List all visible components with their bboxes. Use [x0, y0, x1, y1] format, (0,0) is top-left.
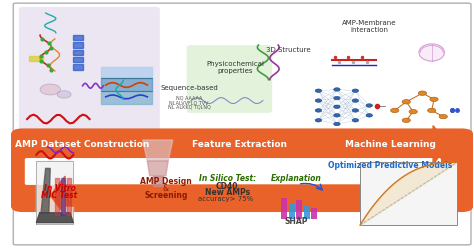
Circle shape — [334, 114, 340, 117]
Polygon shape — [36, 213, 73, 223]
Circle shape — [402, 118, 410, 123]
Polygon shape — [61, 178, 65, 215]
Bar — [304, 205, 310, 219]
Polygon shape — [73, 35, 82, 40]
Circle shape — [428, 108, 436, 113]
Polygon shape — [40, 168, 50, 213]
Circle shape — [315, 99, 322, 102]
Text: New AMPs: New AMPs — [205, 188, 250, 197]
Text: accuracy> 75%: accuracy> 75% — [198, 196, 253, 202]
Text: In Silico Test:: In Silico Test: — [199, 174, 256, 183]
Text: AMP-Membrane
interaction: AMP-Membrane interaction — [342, 20, 397, 33]
Text: NLALVVFLQ TVV: NLALVVFLQ TVV — [169, 100, 209, 105]
Circle shape — [366, 104, 373, 107]
FancyBboxPatch shape — [13, 3, 471, 245]
Text: Physicochemical
properties: Physicochemical properties — [206, 61, 264, 74]
Circle shape — [315, 89, 322, 93]
Polygon shape — [73, 50, 82, 55]
Text: &: & — [163, 184, 169, 193]
Text: Feature Extraction: Feature Extraction — [192, 140, 287, 150]
Text: NL ALKKQ TQLNQ: NL ALKKQ TQLNQ — [167, 104, 210, 109]
Polygon shape — [73, 42, 82, 48]
Bar — [311, 208, 317, 219]
Circle shape — [352, 99, 359, 102]
Circle shape — [418, 91, 427, 95]
Circle shape — [315, 119, 322, 122]
Polygon shape — [73, 57, 82, 62]
Bar — [360, 162, 457, 225]
Text: Sequence-based: Sequence-based — [160, 85, 218, 91]
Text: AMP Dataset Construction: AMP Dataset Construction — [16, 140, 150, 150]
Bar — [296, 200, 302, 219]
Circle shape — [352, 109, 359, 112]
FancyBboxPatch shape — [19, 7, 160, 136]
Polygon shape — [36, 161, 73, 224]
Text: Explanation: Explanation — [271, 174, 322, 183]
FancyArrow shape — [50, 176, 459, 215]
Text: CD40: CD40 — [216, 182, 238, 191]
Bar — [289, 203, 295, 219]
Polygon shape — [143, 140, 173, 161]
Polygon shape — [101, 91, 152, 104]
Polygon shape — [153, 176, 163, 186]
Circle shape — [439, 114, 447, 119]
Polygon shape — [67, 178, 71, 215]
Circle shape — [57, 91, 71, 98]
Polygon shape — [101, 67, 152, 78]
Circle shape — [352, 119, 359, 122]
Circle shape — [409, 109, 418, 114]
Circle shape — [366, 114, 373, 117]
Circle shape — [40, 84, 60, 95]
Text: In Vitro: In Vitro — [44, 184, 75, 193]
Text: Optimized Predictive Models: Optimized Predictive Models — [328, 161, 452, 170]
Circle shape — [430, 97, 438, 102]
Circle shape — [334, 88, 340, 91]
Polygon shape — [55, 178, 59, 215]
Bar — [282, 198, 287, 219]
Ellipse shape — [419, 44, 445, 61]
Text: AMP Design: AMP Design — [140, 178, 191, 186]
Polygon shape — [73, 64, 82, 70]
Circle shape — [352, 89, 359, 93]
Text: Machine Learning: Machine Learning — [345, 140, 436, 150]
FancyBboxPatch shape — [187, 45, 272, 113]
Text: MIC Test: MIC Test — [41, 191, 78, 200]
Circle shape — [334, 105, 340, 108]
Circle shape — [391, 108, 399, 113]
Circle shape — [315, 109, 322, 112]
Text: SHAP: SHAP — [285, 217, 309, 226]
Text: 3D Structure: 3D Structure — [266, 47, 310, 53]
Text: NQ AAAAA: NQ AAAAA — [176, 96, 202, 101]
FancyBboxPatch shape — [25, 158, 441, 185]
Polygon shape — [101, 78, 152, 91]
FancyBboxPatch shape — [11, 128, 474, 212]
Circle shape — [402, 100, 410, 104]
FancyArrow shape — [22, 125, 448, 164]
Text: Screening: Screening — [144, 191, 188, 200]
Polygon shape — [147, 161, 168, 176]
Circle shape — [334, 122, 340, 126]
Circle shape — [334, 96, 340, 100]
